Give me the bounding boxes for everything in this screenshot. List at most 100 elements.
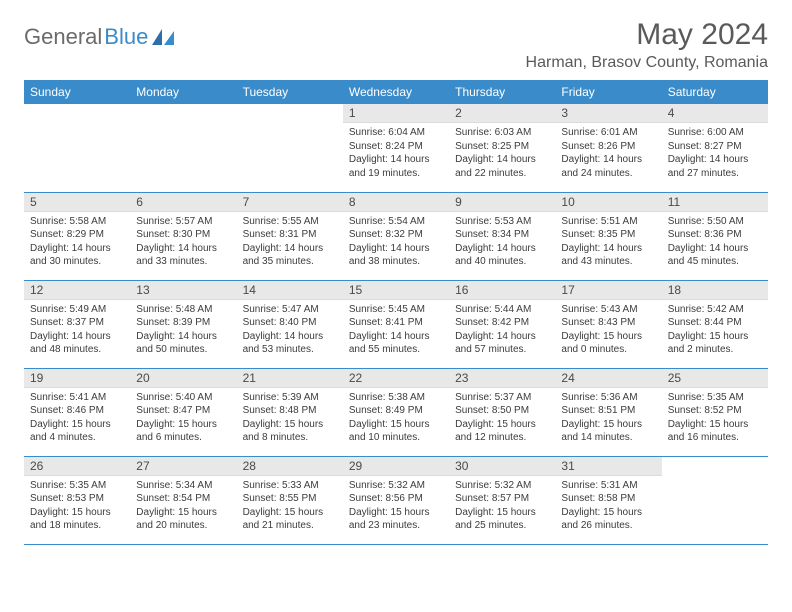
day-cell <box>237 104 343 192</box>
sunrise-line: Sunrise: 5:37 AM <box>455 391 549 405</box>
day-number: 26 <box>24 457 130 476</box>
day-cell: 9Sunrise: 5:53 AMSunset: 8:34 PMDaylight… <box>449 192 555 280</box>
day-number: 10 <box>555 193 661 212</box>
daylight-line: Daylight: 15 hours and 8 minutes. <box>243 418 337 445</box>
sunrise-line: Sunrise: 5:58 AM <box>30 215 124 229</box>
daylight-line: Daylight: 15 hours and 18 minutes. <box>30 506 124 533</box>
daylight-line: Daylight: 14 hours and 33 minutes. <box>136 242 230 269</box>
day-cell <box>24 104 130 192</box>
day-cell: 5Sunrise: 5:58 AMSunset: 8:29 PMDaylight… <box>24 192 130 280</box>
day-content: Sunrise: 5:53 AMSunset: 8:34 PMDaylight:… <box>449 212 555 273</box>
daylight-line: Daylight: 14 hours and 27 minutes. <box>668 153 762 180</box>
day-cell: 22Sunrise: 5:38 AMSunset: 8:49 PMDayligh… <box>343 368 449 456</box>
day-header: Thursday <box>449 80 555 104</box>
daylight-line: Daylight: 14 hours and 40 minutes. <box>455 242 549 269</box>
day-number: 27 <box>130 457 236 476</box>
month-title: May 2024 <box>526 18 768 52</box>
daylight-line: Daylight: 15 hours and 16 minutes. <box>668 418 762 445</box>
week-row: 5Sunrise: 5:58 AMSunset: 8:29 PMDaylight… <box>24 192 768 280</box>
sunset-line: Sunset: 8:54 PM <box>136 492 230 506</box>
sunrise-line: Sunrise: 5:33 AM <box>243 479 337 493</box>
daylight-line: Daylight: 14 hours and 43 minutes. <box>561 242 655 269</box>
day-number: 16 <box>449 281 555 300</box>
sunrise-line: Sunrise: 5:49 AM <box>30 303 124 317</box>
logo-text-2: Blue <box>104 24 148 50</box>
sunrise-line: Sunrise: 5:44 AM <box>455 303 549 317</box>
daylight-line: Daylight: 15 hours and 21 minutes. <box>243 506 337 533</box>
sunrise-line: Sunrise: 5:55 AM <box>243 215 337 229</box>
sunset-line: Sunset: 8:29 PM <box>30 228 124 242</box>
sunset-line: Sunset: 8:50 PM <box>455 404 549 418</box>
sunrise-line: Sunrise: 5:41 AM <box>30 391 124 405</box>
daylight-line: Daylight: 14 hours and 22 minutes. <box>455 153 549 180</box>
day-header: Monday <box>130 80 236 104</box>
daylight-line: Daylight: 14 hours and 48 minutes. <box>30 330 124 357</box>
day-number: 31 <box>555 457 661 476</box>
week-row: 12Sunrise: 5:49 AMSunset: 8:37 PMDayligh… <box>24 280 768 368</box>
sunrise-line: Sunrise: 5:57 AM <box>136 215 230 229</box>
day-content: Sunrise: 5:36 AMSunset: 8:51 PMDaylight:… <box>555 388 661 449</box>
sunrise-line: Sunrise: 5:34 AM <box>136 479 230 493</box>
day-content: Sunrise: 5:50 AMSunset: 8:36 PMDaylight:… <box>662 212 768 273</box>
sunset-line: Sunset: 8:57 PM <box>455 492 549 506</box>
day-cell: 15 Sunrise: 5:45 AMSunset: 8:41 PMDayligh… <box>343 280 449 368</box>
daylight-line: Daylight: 15 hours and 6 minutes. <box>136 418 230 445</box>
sunset-line: Sunset: 8:30 PM <box>136 228 230 242</box>
day-number: 22 <box>343 369 449 388</box>
day-cell: 17Sunrise: 5:43 AMSunset: 8:43 PMDayligh… <box>555 280 661 368</box>
day-number: 6 <box>130 193 236 212</box>
day-header: Tuesday <box>237 80 343 104</box>
daylight-line: Daylight: 15 hours and 26 minutes. <box>561 506 655 533</box>
daylight-line: Daylight: 14 hours and 57 minutes. <box>455 330 549 357</box>
sunset-line: Sunset: 8:51 PM <box>561 404 655 418</box>
day-number: 28 <box>237 457 343 476</box>
calendar-body: 1Sunrise: 6:04 AMSunset: 8:24 PMDaylight… <box>24 104 768 544</box>
day-content: Sunrise: 5:49 AMSunset: 8:37 PMDaylight:… <box>24 300 130 361</box>
day-content: Sunrise: 5:42 AMSunset: 8:44 PMDaylight:… <box>662 300 768 361</box>
day-number: 15 <box>343 281 449 300</box>
daylight-line: Daylight: 14 hours and 50 minutes. <box>136 330 230 357</box>
day-content: Sunrise: 5:37 AMSunset: 8:50 PMDaylight:… <box>449 388 555 449</box>
day-cell: 3Sunrise: 6:01 AMSunset: 8:26 PMDaylight… <box>555 104 661 192</box>
header: General Blue May 2024 Harman, Brasov Cou… <box>24 18 768 72</box>
sunset-line: Sunset: 8:27 PM <box>668 140 762 154</box>
day-number: 8 <box>343 193 449 212</box>
day-number: 21 <box>237 369 343 388</box>
day-number: 20 <box>130 369 236 388</box>
sunrise-line: Sunrise: 5:45 AM <box>349 303 443 317</box>
sunset-line: Sunset: 8:55 PM <box>243 492 337 506</box>
daylight-line: Daylight: 15 hours and 2 minutes. <box>668 330 762 357</box>
daylight-line: Daylight: 14 hours and 35 minutes. <box>243 242 337 269</box>
day-cell: 21Sunrise: 5:39 AMSunset: 8:48 PMDayligh… <box>237 368 343 456</box>
day-content: Sunrise: 5:33 AMSunset: 8:55 PMDaylight:… <box>237 476 343 537</box>
sunrise-line: Sunrise: 5:48 AM <box>136 303 230 317</box>
sunset-line: Sunset: 8:47 PM <box>136 404 230 418</box>
sunset-line: Sunset: 8:53 PM <box>30 492 124 506</box>
sunrise-line: Sunrise: 6:01 AM <box>561 126 655 140</box>
sunset-line: Sunset: 8:36 PM <box>668 228 762 242</box>
sunset-line: Sunset: 8:42 PM <box>455 316 549 330</box>
day-number: 30 <box>449 457 555 476</box>
day-content: Sunrise: 5:57 AMSunset: 8:30 PMDaylight:… <box>130 212 236 273</box>
day-number <box>130 104 236 122</box>
day-cell: 1Sunrise: 6:04 AMSunset: 8:24 PMDaylight… <box>343 104 449 192</box>
sunrise-line: Sunrise: 5:36 AM <box>561 391 655 405</box>
sunrise-line: Sunrise: 6:03 AM <box>455 126 549 140</box>
sunset-line: Sunset: 8:41 PM <box>349 316 443 330</box>
location-subtitle: Harman, Brasov County, Romania <box>526 54 768 72</box>
sunset-line: Sunset: 8:40 PM <box>243 316 337 330</box>
day-content: Sunrise: 5:31 AMSunset: 8:58 PMDaylight:… <box>555 476 661 537</box>
daylight-line: Daylight: 15 hours and 10 minutes. <box>349 418 443 445</box>
title-block: May 2024 Harman, Brasov County, Romania <box>526 18 768 72</box>
daylight-line: Daylight: 14 hours and 53 minutes. <box>243 330 337 357</box>
daylight-line: Daylight: 14 hours and 55 minutes. <box>349 330 443 357</box>
calendar-table: SundayMondayTuesdayWednesdayThursdayFrid… <box>24 80 768 545</box>
day-header-row: SundayMondayTuesdayWednesdayThursdayFrid… <box>24 80 768 104</box>
day-content: Sunrise: 5:41 AMSunset: 8:46 PMDaylight:… <box>24 388 130 449</box>
day-number: 19 <box>24 369 130 388</box>
day-content: Sunrise: 5:47 AMSunset: 8:40 PMDaylight:… <box>237 300 343 361</box>
logo-text-1: General <box>24 24 102 50</box>
daylight-line: Daylight: 15 hours and 20 minutes. <box>136 506 230 533</box>
week-row: 26Sunrise: 5:35 AMSunset: 8:53 PMDayligh… <box>24 456 768 544</box>
day-content: Sunrise: 5:43 AMSunset: 8:43 PMDaylight:… <box>555 300 661 361</box>
